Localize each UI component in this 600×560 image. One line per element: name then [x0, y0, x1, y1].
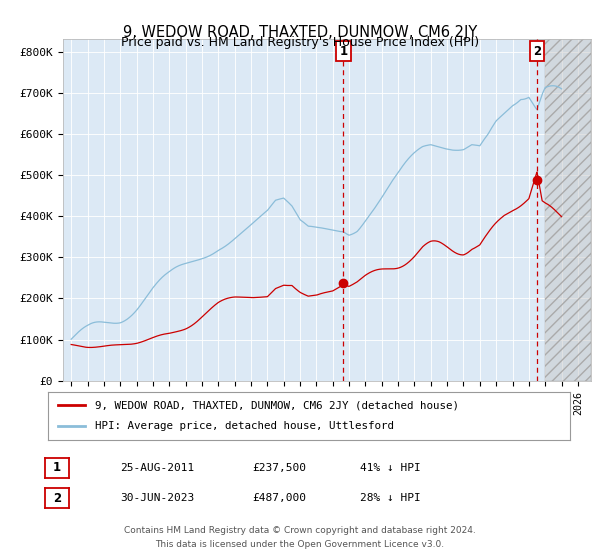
Text: 2: 2 — [53, 492, 61, 505]
Text: 30-JUN-2023: 30-JUN-2023 — [120, 493, 194, 503]
Bar — [545, 39, 591, 381]
Bar — [545, 39, 591, 381]
Text: 41% ↓ HPI: 41% ↓ HPI — [360, 463, 421, 473]
Text: Contains HM Land Registry data © Crown copyright and database right 2024.: Contains HM Land Registry data © Crown c… — [124, 526, 476, 535]
Text: 9, WEDOW ROAD, THAXTED, DUNMOW, CM6 2JY (detached house): 9, WEDOW ROAD, THAXTED, DUNMOW, CM6 2JY … — [95, 400, 459, 410]
Text: 1: 1 — [339, 45, 347, 58]
Text: This data is licensed under the Open Government Licence v3.0.: This data is licensed under the Open Gov… — [155, 540, 445, 549]
Text: 1: 1 — [53, 461, 61, 474]
Text: Price paid vs. HM Land Registry's House Price Index (HPI): Price paid vs. HM Land Registry's House … — [121, 36, 479, 49]
Text: HPI: Average price, detached house, Uttlesford: HPI: Average price, detached house, Uttl… — [95, 421, 394, 431]
Text: £487,000: £487,000 — [252, 493, 306, 503]
Text: £237,500: £237,500 — [252, 463, 306, 473]
Text: 25-AUG-2011: 25-AUG-2011 — [120, 463, 194, 473]
Text: 28% ↓ HPI: 28% ↓ HPI — [360, 493, 421, 503]
Text: 9, WEDOW ROAD, THAXTED, DUNMOW, CM6 2JY: 9, WEDOW ROAD, THAXTED, DUNMOW, CM6 2JY — [123, 25, 477, 40]
Text: 2: 2 — [533, 45, 541, 58]
